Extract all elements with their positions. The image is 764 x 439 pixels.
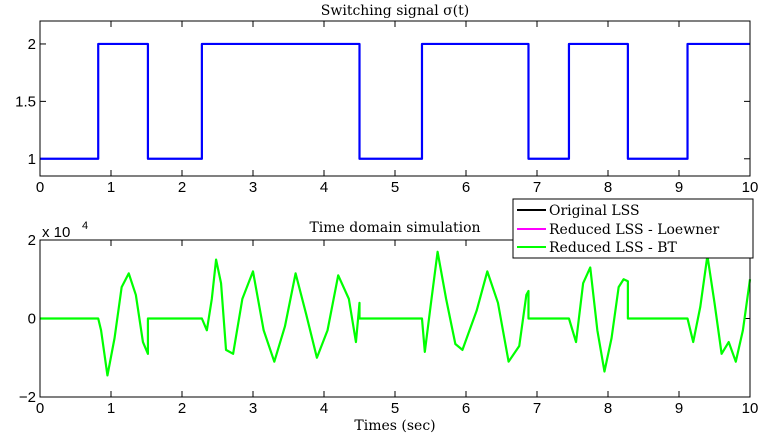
bottom-series-line-2	[40, 250, 752, 377]
top-x-tick-label: 2	[178, 179, 186, 196]
top-series-line-0	[40, 42, 750, 160]
top-x-tick-label: 7	[533, 179, 541, 196]
bottom-x-tick-label: 2	[178, 400, 186, 417]
top-y-tick-label: 1	[28, 151, 36, 168]
bottom-x-tick-label: 3	[249, 400, 257, 417]
legend: Original LSS Reduced LSS - Loewner Reduc…	[512, 198, 754, 259]
legend-label-bt: Reduced LSS - BT	[549, 240, 677, 256]
top-y-tick-label: 2	[28, 36, 36, 53]
legend-box	[512, 198, 754, 259]
bottom-x-tick-label: 8	[604, 400, 612, 417]
bottom-x-tick-label: 5	[391, 400, 399, 417]
bottom-x-tick-label: 7	[533, 400, 541, 417]
bottom-axes-box	[39, 239, 751, 398]
y-multiplier-exponent: 4	[82, 220, 88, 232]
top-x-tick-label: 9	[675, 179, 683, 196]
bottom-chart-title: Time domain simulation	[309, 220, 480, 236]
bottom-y-tick-label: 2	[28, 232, 36, 249]
bottom-x-tick-label: 9	[675, 400, 683, 417]
bottom-y-tick-label: −2	[19, 389, 36, 406]
x-axis-label: Times (sec)	[354, 418, 435, 434]
bottom-series	[40, 250, 752, 377]
top-x-tick-label: 8	[604, 179, 612, 196]
y-multiplier-base: x 10	[42, 224, 70, 241]
top-chart-title: Switching signal σ(t)	[321, 3, 469, 19]
bottom-panel: Time domain simulation x 10 4 0 1 2 3 4 5 6 7 8 9…	[19, 220, 758, 434]
top-series	[40, 42, 750, 160]
top-x-tick-label: 10	[742, 179, 759, 196]
bottom-x-tick-label: 0	[36, 400, 44, 417]
legend-label-original: Original LSS	[549, 203, 640, 219]
top-x-tick-label: 1	[107, 179, 115, 196]
top-x-tick-label: 3	[249, 179, 257, 196]
top-axes-box	[39, 20, 751, 177]
bottom-x-tick-label: 10	[742, 400, 759, 417]
top-x-tick-label: 5	[391, 179, 399, 196]
top-x-tick-label: 4	[320, 179, 328, 196]
bottom-y-tick-label: 0	[28, 311, 36, 328]
bottom-x-tick-label: 1	[107, 400, 115, 417]
bottom-x-tick-label: 4	[320, 400, 328, 417]
top-x-tick-label: 0	[36, 179, 44, 196]
top-x-tick-label: 6	[462, 179, 470, 196]
bottom-x-tick-label: 6	[462, 400, 470, 417]
legend-label-loewner: Reduced LSS - Loewner	[549, 222, 720, 238]
top-y-tick-label: 1.5	[15, 93, 36, 110]
bottom-ticks: 0 1 2 3 4 5 6 7 8 9 10−202	[19, 232, 758, 417]
